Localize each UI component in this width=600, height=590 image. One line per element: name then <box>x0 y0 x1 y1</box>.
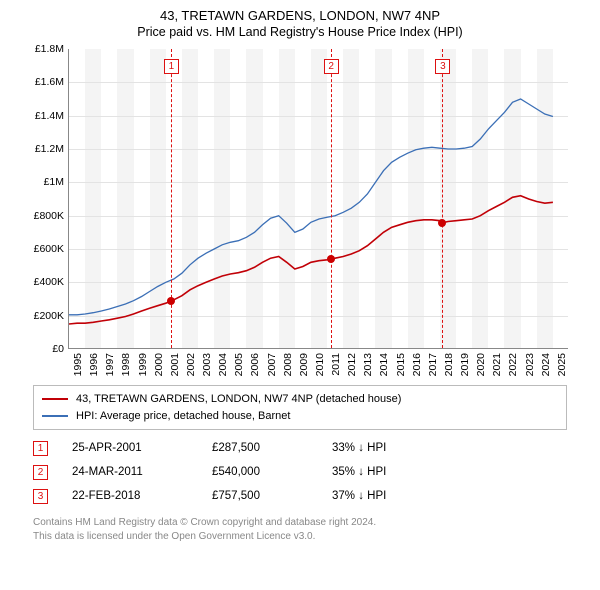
event-pct: 37% ↓ HPI <box>332 490 386 502</box>
x-axis-label: 2000 <box>153 353 165 376</box>
x-axis-label: 1998 <box>120 353 132 376</box>
chart-title-desc: Price paid vs. HM Land Registry's House … <box>0 23 600 45</box>
x-axis-label: 2003 <box>201 353 213 376</box>
chart-lines <box>69 49 569 349</box>
x-axis-label: 2019 <box>459 353 471 376</box>
x-axis-label: 2021 <box>491 353 503 376</box>
x-axis-label: 2011 <box>330 353 342 376</box>
event-vline <box>331 49 332 348</box>
x-axis-label: 2010 <box>314 353 326 376</box>
y-axis-label: £800K <box>34 210 64 222</box>
x-axis-label: 2013 <box>362 353 374 376</box>
x-axis-label: 2014 <box>378 353 390 376</box>
x-axis-label: 2009 <box>298 353 310 376</box>
y-axis-label: £400K <box>34 276 64 288</box>
footnote: Contains HM Land Registry data © Crown c… <box>33 516 567 543</box>
sale-point <box>438 219 446 227</box>
x-axis-label: 2017 <box>427 353 439 376</box>
x-axis-label: 1999 <box>137 353 149 376</box>
y-axis-label: £1.2M <box>35 143 64 155</box>
event-row: 1 25-APR-2001 £287,500 33% ↓ HPI <box>33 436 567 460</box>
event-marker-2: 2 <box>324 59 339 74</box>
footnote-line2: This data is licensed under the Open Gov… <box>33 530 567 544</box>
event-date: 25-APR-2001 <box>72 442 212 454</box>
event-marker-1: 1 <box>33 441 48 456</box>
event-date: 22-FEB-2018 <box>72 490 212 502</box>
plot-area: 1 2 3 <box>68 49 568 349</box>
event-marker-3: 3 <box>435 59 450 74</box>
event-row: 3 22-FEB-2018 £757,500 37% ↓ HPI <box>33 484 567 508</box>
x-axis-label: 1995 <box>72 353 84 376</box>
legend-item-property: 43, TRETAWN GARDENS, LONDON, NW7 4NP (de… <box>42 391 558 408</box>
event-marker-3: 3 <box>33 489 48 504</box>
y-axis-label: £600K <box>34 243 64 255</box>
y-axis-label: £0 <box>52 343 64 355</box>
event-row: 2 24-MAR-2011 £540,000 35% ↓ HPI <box>33 460 567 484</box>
legend-swatch <box>42 415 68 417</box>
x-axis-label: 2016 <box>411 353 423 376</box>
x-axis-label: 2023 <box>524 353 536 376</box>
x-axis-label: 2005 <box>233 353 245 376</box>
x-axis-label: 2002 <box>185 353 197 376</box>
chart-title-address: 43, TRETAWN GARDENS, LONDON, NW7 4NP <box>0 0 600 23</box>
x-axis-label: 2012 <box>346 353 358 376</box>
event-marker-1: 1 <box>164 59 179 74</box>
chart-container: 1 2 3 £0 £200K £400K £600K £800K £1M £1.2M £1.4M £… <box>20 45 580 385</box>
x-axis-label: 2018 <box>443 353 455 376</box>
legend-item-hpi: HPI: Average price, detached house, Barn… <box>42 408 558 425</box>
x-axis-label: 2015 <box>395 353 407 376</box>
event-pct: 33% ↓ HPI <box>332 442 386 454</box>
x-axis-label: 2020 <box>475 353 487 376</box>
series-hpi <box>69 99 553 315</box>
legend-box: 43, TRETAWN GARDENS, LONDON, NW7 4NP (de… <box>33 385 567 430</box>
x-axis-label: 2022 <box>507 353 519 376</box>
event-marker-2: 2 <box>33 465 48 480</box>
x-axis-label: 2008 <box>282 353 294 376</box>
y-axis-label: £200K <box>34 310 64 322</box>
legend-label: 43, TRETAWN GARDENS, LONDON, NW7 4NP (de… <box>76 391 401 408</box>
x-axis-label: 2004 <box>217 353 229 376</box>
x-axis-label: 2025 <box>556 353 568 376</box>
legend-swatch <box>42 398 68 400</box>
x-axis-label: 2007 <box>266 353 278 376</box>
event-price: £287,500 <box>212 442 332 454</box>
event-pct: 35% ↓ HPI <box>332 466 386 478</box>
x-axis-label: 1997 <box>104 353 116 376</box>
events-table: 1 25-APR-2001 £287,500 33% ↓ HPI 2 24-MA… <box>33 436 567 508</box>
legend-label: HPI: Average price, detached house, Barn… <box>76 408 290 425</box>
y-axis-label: £1.4M <box>35 110 64 122</box>
series-property <box>69 196 553 324</box>
sale-point <box>327 255 335 263</box>
sale-point <box>167 297 175 305</box>
x-axis-label: 2006 <box>249 353 261 376</box>
y-axis-label: £1.6M <box>35 76 64 88</box>
event-date: 24-MAR-2011 <box>72 466 212 478</box>
y-axis-label: £1M <box>44 176 64 188</box>
x-axis-label: 2001 <box>169 353 181 376</box>
event-vline <box>442 49 443 348</box>
x-axis-label: 1996 <box>88 353 100 376</box>
event-price: £540,000 <box>212 466 332 478</box>
footnote-line1: Contains HM Land Registry data © Crown c… <box>33 516 567 530</box>
x-axis-label: 2024 <box>540 353 552 376</box>
y-axis-label: £1.8M <box>35 43 64 55</box>
event-price: £757,500 <box>212 490 332 502</box>
